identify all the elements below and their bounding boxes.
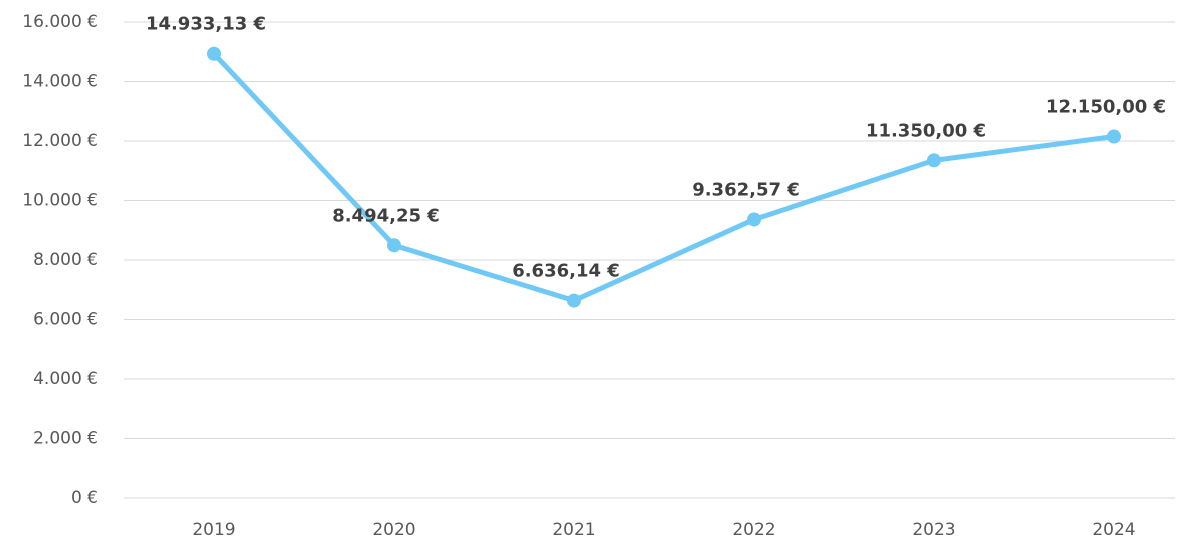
data-label: 14.933,13 € bbox=[146, 14, 266, 35]
y-tick-label: 0 € bbox=[71, 488, 98, 508]
x-tick-label: 2023 bbox=[912, 520, 955, 540]
point bbox=[1107, 129, 1121, 144]
y-tick-label: 2.000 € bbox=[33, 429, 98, 449]
data-label: 9.362,57 € bbox=[692, 179, 800, 200]
y-tick-label: 12.000 € bbox=[22, 131, 98, 151]
y-tick-label: 8.000 € bbox=[33, 250, 98, 270]
data-label: 11.350,00 € bbox=[866, 120, 986, 141]
y-tick-label: 14.000 € bbox=[22, 72, 98, 92]
point bbox=[927, 153, 941, 168]
y-tick-label: 6.000 € bbox=[33, 310, 98, 330]
point bbox=[567, 293, 581, 308]
data-label: 8.494,25 € bbox=[332, 205, 440, 226]
point bbox=[387, 238, 401, 253]
y-tick-label: 16.000 € bbox=[22, 12, 98, 32]
y-tick-label: 10.000 € bbox=[22, 191, 98, 211]
line bbox=[212, 52, 1115, 304]
x-tick-label: 2024 bbox=[1092, 520, 1135, 540]
x-tick-label: 2021 bbox=[552, 520, 595, 540]
data-label: 12.150,00 € bbox=[1046, 97, 1166, 118]
x-tick-label: 2022 bbox=[732, 520, 775, 540]
x-tick-label: 2019 bbox=[192, 520, 235, 540]
data-label: 6.636,14 € bbox=[512, 261, 620, 282]
y-tick-label: 4.000 € bbox=[33, 369, 98, 389]
x-tick-label: 2020 bbox=[372, 520, 415, 540]
point bbox=[747, 212, 761, 227]
point bbox=[207, 46, 221, 61]
